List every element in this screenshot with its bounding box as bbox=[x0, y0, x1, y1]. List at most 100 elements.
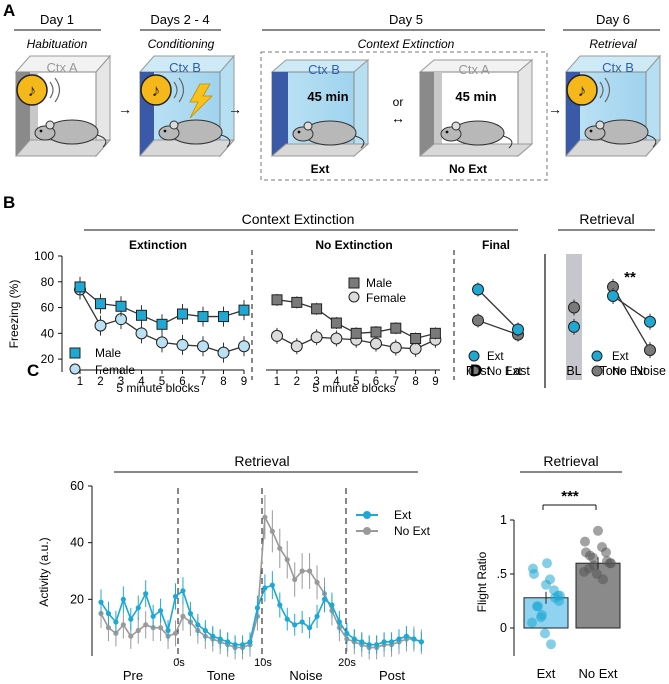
x-tick-label-retrieval: Tone bbox=[599, 364, 626, 378]
trace-noext-point bbox=[135, 627, 141, 634]
noext-male-marker bbox=[410, 332, 422, 344]
plots-c bbox=[98, 494, 424, 660]
panel-d-letter: D bbox=[470, 361, 482, 380]
noext-male-marker bbox=[429, 327, 441, 339]
ctx-label-day2: Ctx B bbox=[169, 60, 201, 75]
context-box-noext: Ctx A 45 min No Ext bbox=[418, 58, 534, 176]
stage-day2-label: Conditioning bbox=[148, 37, 215, 51]
category-ext: Ext bbox=[537, 666, 556, 681]
trace-ext-point bbox=[299, 619, 305, 625]
x-tick-label-b: 4 bbox=[138, 376, 145, 388]
trace-ext-point bbox=[374, 642, 380, 648]
final-ext-line bbox=[477, 289, 519, 330]
context-box-day1: Ctx A ♪ bbox=[14, 54, 112, 158]
arrow-icon: → bbox=[548, 101, 562, 117]
noext-male-marker bbox=[330, 317, 342, 329]
noext-female-marker bbox=[310, 331, 323, 344]
music-note-icon: ♪ bbox=[152, 81, 161, 100]
trace-ext-point bbox=[381, 639, 387, 645]
bar-ext-point bbox=[541, 579, 551, 590]
final-noext-line bbox=[477, 319, 519, 336]
trace-ext-point bbox=[210, 633, 216, 639]
trace-ext-point bbox=[150, 613, 156, 619]
phase-tick-20s: 20s bbox=[338, 657, 356, 669]
trace-ext-point bbox=[321, 596, 328, 602]
retrieval-noext-marker bbox=[568, 301, 580, 314]
phase-label-noise: Noise bbox=[289, 668, 322, 683]
legend-female-label-2: Female bbox=[366, 291, 406, 305]
retrieval-ext-marker bbox=[607, 289, 619, 302]
noext-female-marker bbox=[290, 340, 303, 353]
trace-ext-point bbox=[143, 591, 149, 597]
phase-tick-10s: 10s bbox=[254, 657, 272, 669]
context-box-ext: Ctx B 45 min Ext bbox=[270, 58, 370, 176]
trace-noext-line bbox=[100, 514, 422, 649]
x-tick-label-b: 9 bbox=[241, 376, 247, 388]
x-tick-label-b: 6 bbox=[373, 376, 379, 388]
trace-noext-point bbox=[314, 579, 320, 585]
trace-ext-point bbox=[403, 633, 410, 639]
bar-noext-point bbox=[597, 542, 607, 552]
y-tick-label-c: 60 bbox=[70, 479, 84, 493]
bar-ext-point bbox=[527, 617, 537, 628]
header-context-extinction: Context Extinction bbox=[242, 211, 355, 227]
baseline-band bbox=[566, 254, 582, 380]
retrieval-noext-line bbox=[612, 286, 651, 351]
x-tick-label-b: 2 bbox=[97, 376, 103, 388]
trace-noext-point bbox=[120, 622, 126, 628]
trace-ext-point bbox=[396, 636, 402, 642]
y-tick-label-b: 20 bbox=[41, 352, 55, 366]
trace-ext-point bbox=[225, 639, 231, 645]
phase-label-tone: Tone bbox=[207, 668, 235, 683]
x-tick-label-b: 3 bbox=[313, 376, 319, 388]
noext-male-marker bbox=[291, 296, 303, 308]
y-tick-label-d: 0 bbox=[500, 621, 507, 635]
y-tick-label-d: 1 bbox=[500, 513, 507, 527]
trace-ext-point bbox=[98, 599, 104, 605]
trace-ext-point bbox=[180, 588, 186, 594]
y-tick-label-d: .5 bbox=[497, 567, 507, 581]
final-ext-marker bbox=[512, 323, 524, 336]
stage-day1: Day 1 Habituation bbox=[14, 12, 101, 51]
y-tick-label-c: 40 bbox=[70, 536, 84, 550]
legend-noextinction: Male Female bbox=[348, 276, 406, 305]
sound-waves-icon bbox=[49, 77, 61, 103]
final-ext-marker bbox=[472, 283, 484, 296]
subtitle-final: Final bbox=[482, 238, 510, 252]
ctx-label-day1: Ctx A bbox=[46, 60, 77, 75]
bar-noext-point bbox=[581, 547, 591, 558]
trace-noext-point bbox=[158, 625, 164, 631]
y-axis-label-c: Activity (a.u.) bbox=[37, 537, 51, 606]
legend-ext-marker bbox=[468, 350, 480, 362]
bar-ext-point bbox=[542, 558, 552, 569]
noext-female-marker bbox=[409, 342, 422, 355]
noext-female-marker bbox=[389, 341, 402, 354]
trace-ext-point bbox=[232, 642, 238, 648]
legend-noext-label: No Ext bbox=[487, 366, 522, 378]
stage-day2: Days 2 - 4 Conditioning bbox=[140, 12, 221, 51]
noext-male-marker bbox=[271, 294, 283, 306]
y-ticks-d: 0.51 bbox=[497, 513, 514, 635]
speaker-icon bbox=[140, 74, 172, 106]
retrieval-ext-marker bbox=[644, 315, 656, 328]
panel-c-title: Retrieval bbox=[234, 453, 289, 469]
rat-icon bbox=[440, 120, 513, 149]
ext-male-marker bbox=[197, 311, 209, 323]
trace-ext-point bbox=[247, 639, 253, 645]
trace-noext-point bbox=[284, 557, 290, 563]
rat-icon bbox=[158, 119, 231, 148]
header-retrieval: Retrieval bbox=[579, 211, 634, 227]
ext-female-marker bbox=[135, 327, 148, 340]
sound-waves-icon bbox=[173, 77, 185, 103]
sound-waves-icon bbox=[599, 77, 611, 103]
panel-d-title: Retrieval bbox=[543, 453, 598, 469]
x-tick-label-b: 7 bbox=[393, 376, 399, 388]
x-tick-label-b: 8 bbox=[412, 376, 418, 388]
x-tick-label-retrieval: BL bbox=[566, 364, 581, 378]
ext-female-marker bbox=[217, 346, 230, 359]
trace-noext-point bbox=[128, 633, 134, 639]
bar-noext-point bbox=[593, 525, 603, 536]
noext-female-marker bbox=[370, 337, 382, 350]
panel-a-letter: A bbox=[3, 1, 15, 20]
y-axis-label-d: Flight Ratio bbox=[475, 551, 489, 612]
